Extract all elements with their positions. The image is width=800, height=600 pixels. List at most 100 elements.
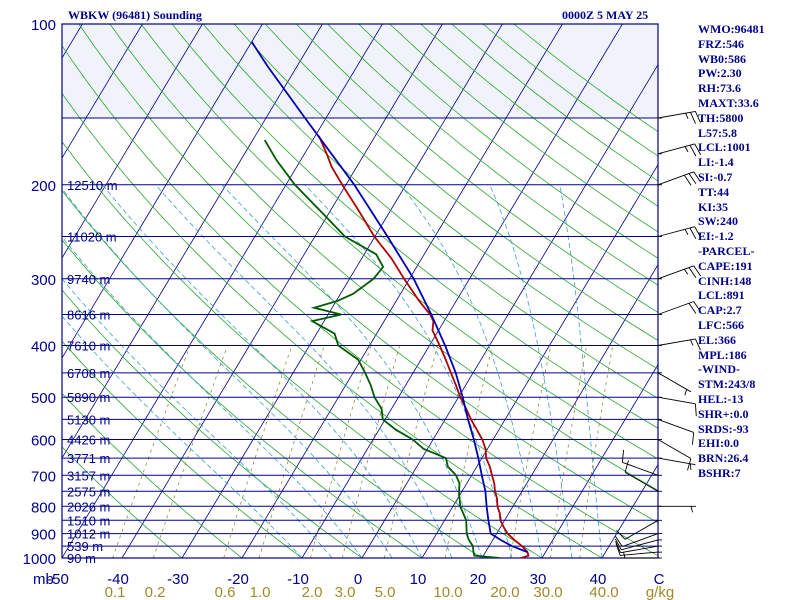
mixing-ratio-label: 2.0 [302,584,323,600]
dry-adiabat [62,92,603,558]
index-item: TT:44 [698,184,730,199]
height-label: 539 m [67,539,103,554]
dry-adiabat [62,45,658,557]
isotherm [62,24,323,459]
height-label: 11020 m [67,229,117,244]
pressure-tick-label: 600 [31,433,56,450]
wind-barb [657,338,701,351]
chart-time: 0000Z 5 MAY 25 [562,8,649,22]
moist-adiabat [559,184,603,558]
dry-adiabat [233,24,658,370]
mixing-ratio-line [112,345,191,558]
wind-barb [616,519,659,540]
grid-lines [0,24,658,558]
wind-barb [657,110,701,124]
dewpoint-line [263,139,501,558]
height-label: 6708 m [67,366,110,381]
dry-adiabat [62,189,483,558]
temperature-tick-label: 10 [410,571,427,588]
index-item: -WIND- [698,362,740,377]
dry-adiabat [62,239,423,558]
pressure-tick-label: 400 [31,339,56,356]
parcel-line [250,41,528,553]
index-item: EI:-1.2 [698,229,734,244]
pressure-tick-label: 800 [31,499,56,516]
mixing-ratio-line [341,345,400,558]
height-label: 5130 m [67,412,110,427]
dry-adiabat [62,446,183,558]
wind-barb [657,143,702,157]
chart-title: WBKW (96481) Sounding [68,8,202,22]
isotherm [361,63,658,558]
dry-adiabat [62,340,303,558]
dry-adiabat [265,24,658,341]
isotherm [62,24,263,359]
mixing-ratio-label: 40.0 [589,584,618,600]
isotherm [62,24,203,259]
height-label: 8616 m [67,308,110,323]
index-item: TH:5800 [698,110,744,125]
isotherm [541,363,658,558]
isotherm [241,24,563,558]
temperature-tick-label: -10 [287,571,309,588]
height-label: 4426 m [67,433,110,448]
temperature-tick-label: 0 [354,571,362,588]
mixing-ratio-line [310,345,372,558]
wind-barb [657,396,697,417]
isotherm [601,463,658,558]
height-label: 2026 m [67,499,110,514]
isotherm [121,24,443,558]
wind-barb [615,541,659,554]
wind-barb [658,505,696,513]
temperature-tick-label: 20 [470,571,487,588]
index-item: CAP:2.7 [698,303,742,318]
height-label: 1510 m [67,513,110,528]
height-label: 3157 m [67,468,110,483]
wind-barb [615,543,659,556]
isotherm [181,24,503,558]
wind-barb [614,538,659,551]
pressure-tick-label: 900 [31,527,56,544]
dry-adiabat [62,289,363,558]
index-item: SHR+:0.0 [698,406,749,421]
dry-adiabat [140,24,658,460]
pressure-tick-label: 300 [31,272,56,289]
moist-adiabat [62,236,363,558]
temperature-tick-label: 30 [530,571,547,588]
temperature-line [318,135,530,558]
dry-adiabat [296,24,658,313]
upper-band [62,24,658,119]
index-item: RH:73.6 [698,81,741,96]
dry-adiabat [327,24,658,286]
wind-barb [657,301,701,315]
wind-barbs [614,110,702,559]
isotherm [62,24,383,558]
index-item: CAPE:191 [698,258,753,273]
mixing-ratio-line [258,345,325,558]
index-item: CINH:148 [698,273,752,288]
mixing-ratio-label: 0.2 [145,584,166,600]
isotherm [301,24,623,558]
index-item: L57:5.8 [698,125,737,140]
dry-adiabat [62,141,543,558]
mixing-ratio-label: 3.0 [335,584,356,600]
wind-barb [621,449,659,476]
pressure-tick-label: 500 [31,390,56,407]
isotherm [421,163,658,558]
index-item: STM:243/8 [698,377,756,392]
index-item: SI:-0.7 [698,169,733,184]
index-item: SRDS:-93 [698,421,749,436]
pressure-tick-label: 200 [31,178,56,195]
index-item: LFC:566 [698,317,744,332]
mixing-ratio-label: 0.6 [215,584,236,600]
x-axis-label: C [654,571,665,588]
isotherm [0,24,22,558]
index-item: -PARCEL- [698,243,755,258]
index-item: MPL:186 [698,347,747,362]
mixing-ratio-label: 10.0 [433,584,462,600]
index-item: WMO:96481 [698,22,765,36]
height-label: 9740 m [67,272,110,287]
index-item: LI:-1.4 [698,155,734,170]
dry-adiabat [78,24,658,524]
mixing-ratio-label: 5.0 [375,584,396,600]
